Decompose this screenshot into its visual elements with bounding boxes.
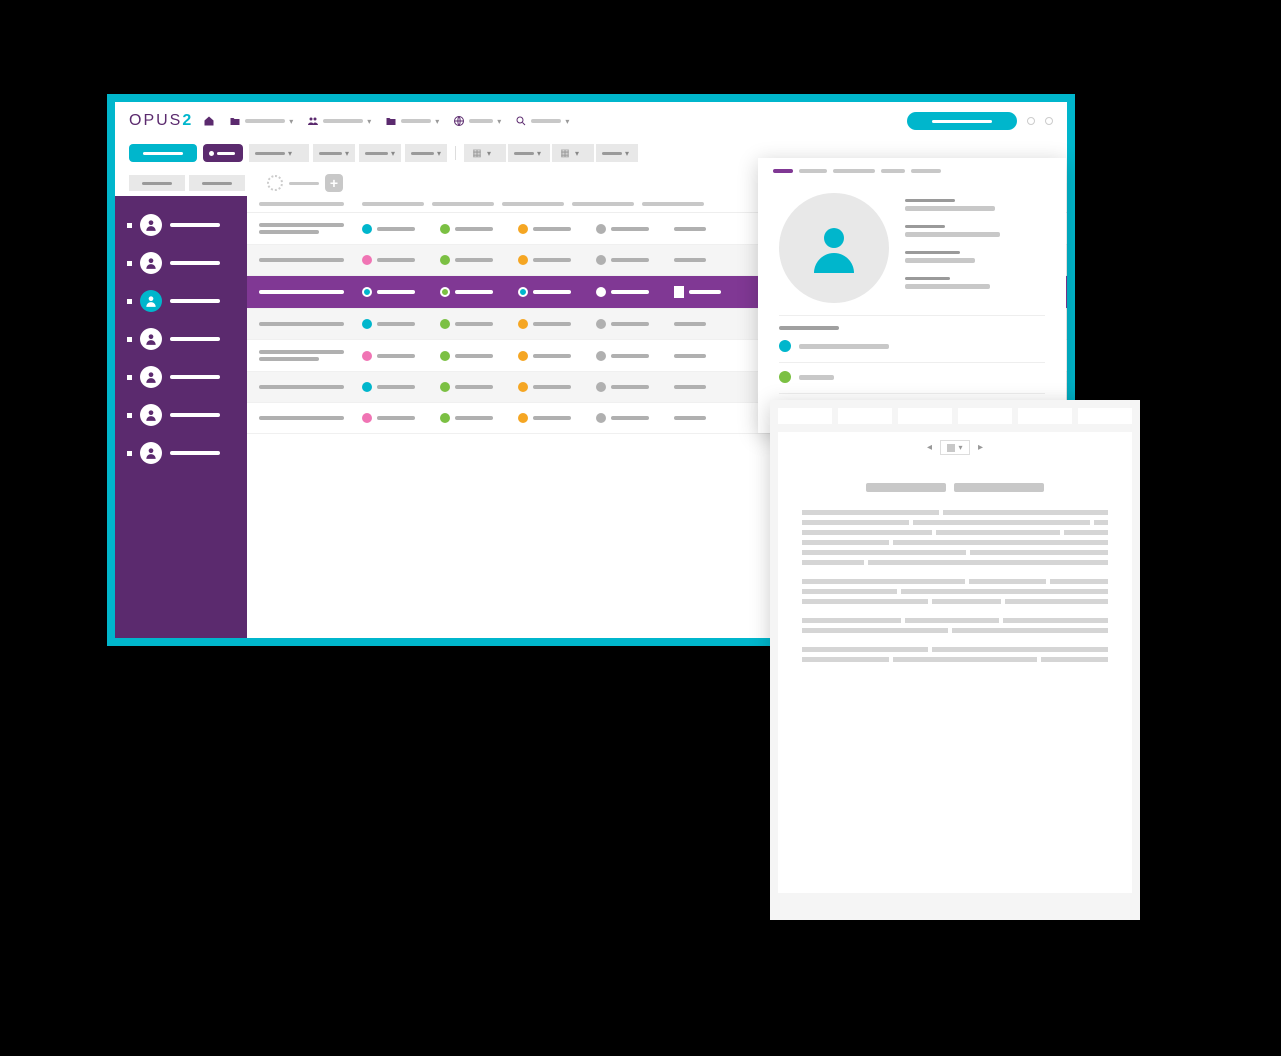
column-header-2[interactable] xyxy=(432,202,494,206)
profile-field-3 xyxy=(905,277,1045,293)
profile-field-1 xyxy=(905,225,1045,241)
user-icon xyxy=(140,328,162,350)
user-icon xyxy=(140,252,162,274)
user-icon xyxy=(140,442,162,464)
menu-dot-2[interactable] xyxy=(1045,117,1053,125)
doc-page-selector[interactable]: ▾ xyxy=(940,440,969,455)
document-panel: ◂ ▾ ▸ xyxy=(770,400,1140,920)
user-icon xyxy=(140,404,162,426)
document-tab-4[interactable] xyxy=(1018,408,1072,424)
nav-item-search[interactable]: ▾ xyxy=(515,115,569,127)
toolbar-filter-2[interactable]: ▾ xyxy=(359,144,401,162)
profile-tab-3[interactable] xyxy=(881,169,905,173)
toolbar-divider xyxy=(455,146,456,160)
brand-logo: OPUS2 xyxy=(129,112,193,130)
profile-field-2 xyxy=(905,251,1045,267)
profile-field-0 xyxy=(905,199,1045,215)
people-icon xyxy=(307,115,319,127)
doc-title-1 xyxy=(954,483,1044,492)
folder-icon xyxy=(385,115,397,127)
globe-icon xyxy=(453,115,465,127)
nav-item-folder[interactable]: ▾ xyxy=(385,115,439,127)
document-tab-0[interactable] xyxy=(778,408,832,424)
doc-title-0 xyxy=(866,483,946,492)
toolbar-icon-1[interactable]: ▾ xyxy=(508,144,550,162)
nav-item-people[interactable]: ▾ xyxy=(307,115,371,127)
profile-panel xyxy=(758,158,1066,433)
toolbar-icon-0[interactable]: ▦▾ xyxy=(464,144,506,162)
column-header-5[interactable] xyxy=(642,202,704,206)
nav-item-home[interactable] xyxy=(203,115,215,127)
doc-paragraph-1 xyxy=(802,579,1108,604)
document-nav: ◂ ▾ ▸ xyxy=(778,432,1132,463)
profile-section-row-0 xyxy=(779,340,1045,352)
toolbar-filter-1[interactable]: ▾ xyxy=(313,144,355,162)
nav-item-folder[interactable]: ▾ xyxy=(229,115,293,127)
folder-icon xyxy=(229,115,241,127)
filter-add-circle[interactable] xyxy=(267,175,283,191)
profile-tabs xyxy=(759,159,1065,183)
profile-tab-2[interactable] xyxy=(833,169,875,173)
doc-paragraph-2 xyxy=(802,618,1108,633)
user-icon xyxy=(140,214,162,236)
document-tab-2[interactable] xyxy=(898,408,952,424)
toolbar-primary-button[interactable] xyxy=(129,144,197,162)
column-header-3[interactable] xyxy=(502,202,564,206)
sidebar-item-3[interactable] xyxy=(115,320,247,358)
filter-tab-0[interactable] xyxy=(129,175,185,191)
sidebar-item-4[interactable] xyxy=(115,358,247,396)
sidebar-item-2[interactable] xyxy=(115,282,247,320)
document-page xyxy=(778,463,1132,893)
sidebar-item-6[interactable] xyxy=(115,434,247,472)
doc-paragraph-0 xyxy=(802,510,1108,565)
filter-tab-1[interactable] xyxy=(189,175,245,191)
profile-tab-4[interactable] xyxy=(911,169,941,173)
nav-item-globe[interactable]: ▾ xyxy=(453,115,501,127)
toolbar-icon-3[interactable]: ▾ xyxy=(596,144,638,162)
filter-label xyxy=(289,182,319,185)
profile-section-title xyxy=(779,326,839,330)
search-icon xyxy=(515,115,527,127)
toolbar-icon-2[interactable]: ▦▾ xyxy=(552,144,594,162)
menu-dot-1[interactable] xyxy=(1027,117,1035,125)
doc-next-icon[interactable]: ▸ xyxy=(976,443,986,453)
toolbar-filter-0[interactable]: ▾ xyxy=(249,144,309,162)
document-tab-1[interactable] xyxy=(838,408,892,424)
sidebar-item-0[interactable] xyxy=(115,206,247,244)
profile-tab-1[interactable] xyxy=(799,169,827,173)
column-header-0[interactable] xyxy=(259,202,344,206)
primary-action-button[interactable] xyxy=(907,112,1017,130)
column-header-1[interactable] xyxy=(362,202,424,206)
sidebar-item-1[interactable] xyxy=(115,244,247,282)
user-icon xyxy=(140,290,162,312)
file-icon xyxy=(674,286,684,298)
profile-avatar xyxy=(779,193,889,303)
toolbar-active-filter[interactable] xyxy=(203,144,243,162)
sidebar xyxy=(115,196,247,638)
document-tabs xyxy=(770,400,1140,432)
document-tab-5[interactable] xyxy=(1078,408,1132,424)
sidebar-item-5[interactable] xyxy=(115,396,247,434)
profile-tab-0[interactable] xyxy=(773,169,793,173)
app-header: OPUS2 ▾ ▾ ▾ ▾ ▾ xyxy=(115,102,1067,140)
doc-prev-icon[interactable]: ◂ xyxy=(924,443,934,453)
add-button[interactable]: + xyxy=(325,174,343,192)
home-icon xyxy=(203,115,215,127)
document-tab-3[interactable] xyxy=(958,408,1012,424)
toolbar-filter-3[interactable]: ▾ xyxy=(405,144,447,162)
user-icon xyxy=(140,366,162,388)
doc-paragraph-3 xyxy=(802,647,1108,662)
profile-section-row-1 xyxy=(779,371,1045,383)
column-header-4[interactable] xyxy=(572,202,634,206)
